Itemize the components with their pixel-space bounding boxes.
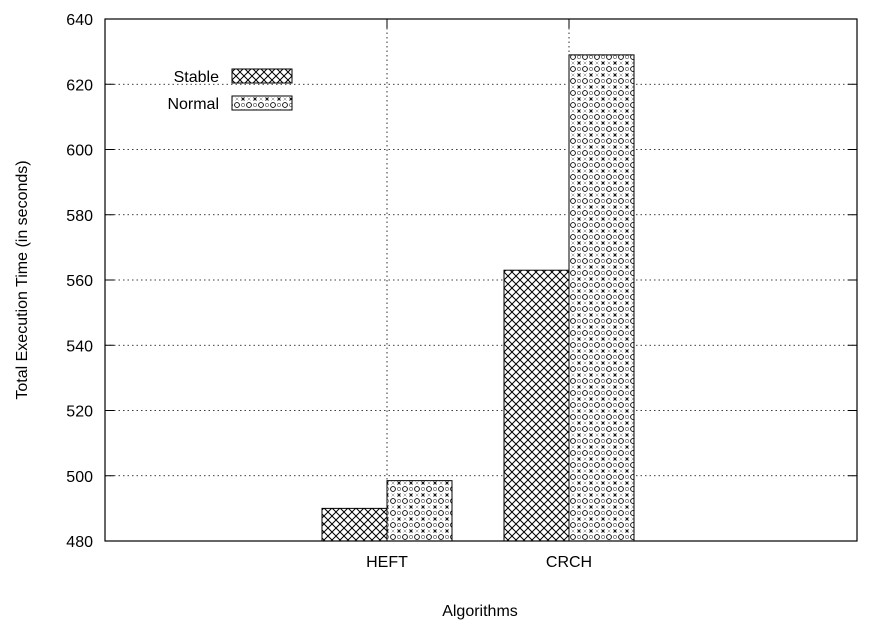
bars-layer: [321, 54, 635, 542]
x-axis-label: Algorithms: [442, 603, 518, 620]
y-tick-label: 540: [66, 338, 93, 355]
x-tick-label: HEFT: [366, 554, 408, 571]
y-tick-label: 480: [66, 534, 93, 551]
y-tick-label: 580: [66, 208, 93, 225]
bar-normal-crch: [568, 54, 635, 542]
y-axis-label: Total Execution Time (in seconds): [14, 160, 31, 399]
legend-swatch-normal: [231, 95, 293, 111]
legend-swatch-stable: [231, 68, 293, 84]
y-tick-label: 560: [66, 273, 93, 290]
legend: Stable Normal: [167, 68, 293, 113]
bar-normal-heft: [386, 480, 453, 542]
y-tick-label: 620: [66, 77, 93, 94]
ticks-layer: 480 500 520 540 560 580 600 620 640 HEFT CRCH: [66, 12, 857, 571]
x-tick-label: CRCH: [546, 554, 592, 571]
legend-label-normal: Normal: [167, 96, 219, 113]
y-tick-label: 640: [66, 12, 93, 29]
legend-label-stable: Stable: [174, 69, 219, 86]
y-tick-label: 600: [66, 143, 93, 160]
y-tick-label: 520: [66, 404, 93, 421]
bar-stable-crch: [503, 269, 570, 542]
bar-stable-heft: [321, 507, 388, 542]
y-tick-label: 500: [66, 469, 93, 486]
